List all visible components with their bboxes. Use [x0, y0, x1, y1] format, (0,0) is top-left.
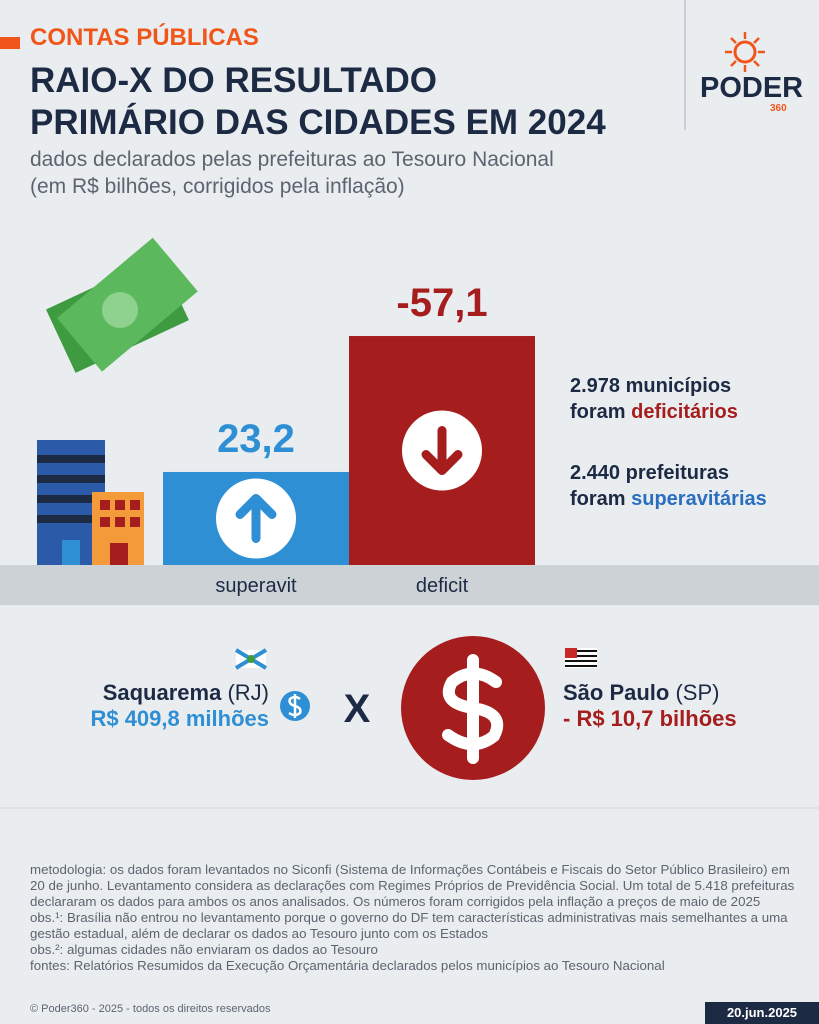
logo-sun	[725, 32, 765, 72]
note: 2.440 prefeituras foram superavitárias	[570, 460, 767, 512]
city-value: R$ 409,8 milhões	[90, 706, 269, 731]
logo-sub: 360	[770, 103, 787, 114]
title-line: RAIO-X DO RESULTADO	[30, 61, 438, 100]
footer-paragraph: obs.¹: Brasília não entrou no levantamen…	[30, 910, 788, 941]
note-highlight: superavitárias	[631, 488, 767, 510]
title: RAIO-X DO RESULTADO PRIMÁRIO DAS CIDADES …	[30, 60, 606, 144]
value-label: -57,1	[396, 281, 487, 325]
dollar-icon	[401, 636, 545, 780]
city-name: Saquarema	[102, 680, 222, 705]
logo: PODER	[700, 72, 804, 104]
baseline-band	[0, 565, 819, 605]
left-city: Saquarema (RJ) R$ 409,8 milhões	[90, 680, 269, 732]
note-count: 2.978 municípios	[570, 375, 732, 397]
note-lead: foram	[570, 488, 632, 510]
subtitle-line: dados declarados pelas prefeituras ao Te…	[30, 148, 554, 171]
footer-paragraph: fontes: Relatórios Resumidos da Execução…	[30, 958, 665, 973]
note: 2.978 municípios foram deficitários	[570, 373, 738, 425]
copyright: © Poder360 - 2025 - todos os direitos re…	[30, 1003, 271, 1015]
value-label: 23,2	[217, 417, 295, 461]
buildings-icon	[37, 440, 144, 565]
title-line: PRIMÁRIO DAS CIDADES EM 2024	[30, 103, 606, 142]
flag-rj	[234, 648, 268, 670]
separator: X	[344, 687, 371, 731]
note-highlight: deficitários	[631, 401, 738, 423]
footer-paragraph: metodologia: os dados foram levantados n…	[30, 862, 795, 909]
category-label: deficit	[416, 575, 469, 597]
city-state: (SP)	[675, 680, 720, 705]
coin-icon	[280, 691, 310, 721]
footer-notes: metodologia: os dados foram levantados n…	[30, 862, 795, 974]
date: 20.jun.2025	[705, 1002, 819, 1024]
city-value: - R$ 10,7 bilhões	[563, 706, 737, 731]
footer-paragraph: obs.²: algumas cidades não enviaram os d…	[30, 942, 378, 957]
category-label: superavit	[215, 575, 297, 597]
money-icon	[46, 237, 198, 373]
direction-arrow	[235, 493, 277, 543]
flag-sp	[565, 648, 597, 668]
city-state: (RJ)	[227, 680, 269, 705]
kicker: CONTAS PÚBLICAS	[30, 24, 259, 51]
note-count: 2.440 prefeituras	[570, 462, 729, 484]
subtitle-line: (em R$ bilhões, corrigidos pela inflação…	[30, 175, 405, 198]
right-city: São Paulo (SP) - R$ 10,7 bilhões	[563, 680, 737, 732]
note-lead: foram	[570, 401, 632, 423]
bar-chart: 23,2 superavit -57,1 deficit	[163, 281, 535, 597]
kicker-mark	[0, 37, 20, 49]
subtitle: dados declarados pelas prefeituras ao Te…	[30, 146, 554, 200]
city: São Paulo (SP)	[563, 680, 737, 706]
city-name: São Paulo	[563, 680, 670, 705]
direction-arrow	[421, 426, 463, 476]
city: Saquarema (RJ)	[90, 680, 269, 706]
